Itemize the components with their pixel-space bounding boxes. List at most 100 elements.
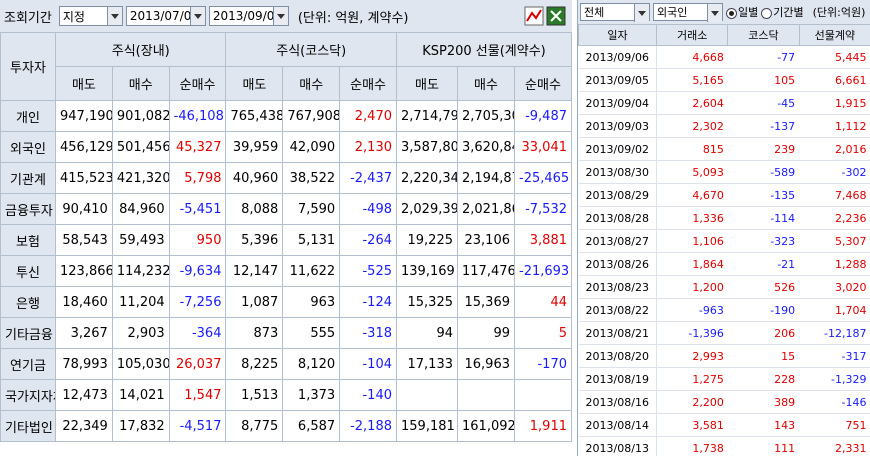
date-row: 2013/08/13 1,738 111 2,331 xyxy=(578,436,870,456)
date-row: 2013/09/04 2,604 -45 1,915 xyxy=(578,91,870,115)
investor-name: 금융투자 xyxy=(0,193,56,225)
investor-row: 외국인 456,129 501,456 45,327 39,959 42,090 2,130… xyxy=(0,131,572,163)
value-cell: 2,016 xyxy=(799,137,870,161)
value-cell: 5 xyxy=(514,317,572,349)
value-cell: 1,200 xyxy=(656,275,728,299)
date-cell: 2013/08/22 xyxy=(578,298,657,322)
value-cell: 17,832 xyxy=(111,410,170,442)
investor-row: 연기금 78,993 105,030 26,037 8,225 8,120 -104 17,1… xyxy=(0,348,572,380)
value-cell: 58,543 xyxy=(55,224,113,256)
value-cell: -364 xyxy=(168,317,227,349)
group-header: 주식(장내) xyxy=(54,32,227,67)
daily-table: 일자 거래소 코스닥 선물계약 2013/09/06 4,668 -77 5,445 2013/… xyxy=(578,24,870,456)
value-cell: 6,587 xyxy=(282,410,341,442)
value-cell: 99 xyxy=(457,317,515,349)
value-cell: -135 xyxy=(727,183,800,207)
value-cell: 5,396 xyxy=(225,224,284,256)
value-cell: -9,487 xyxy=(514,100,572,132)
value-cell: 456,129 xyxy=(55,131,113,163)
value-cell: 59,493 xyxy=(111,224,170,256)
left-panel: 조회기간 지정 2013/07/01 2013/09/06 (단위: 억원, 계… xyxy=(0,0,572,442)
period-type: 지정 xyxy=(62,9,85,24)
value-cell: 6,661 xyxy=(799,68,870,92)
date-row: 2013/09/05 5,165 105 6,661 xyxy=(578,68,870,92)
value-cell: 2,302 xyxy=(656,114,728,138)
value-cell: 239 xyxy=(727,137,800,161)
value-cell: 206 xyxy=(727,321,800,345)
value-cell: -5,451 xyxy=(168,193,227,225)
market-dropdown[interactable]: 전체 xyxy=(580,3,650,22)
value-cell: 18,460 xyxy=(55,286,113,318)
date-row: 2013/08/28 1,336 -114 2,236 xyxy=(578,206,870,230)
value-cell: 19,225 xyxy=(396,224,458,256)
value-cell: 228 xyxy=(727,367,800,391)
column-header: 매수 xyxy=(282,66,341,101)
value-cell: -140 xyxy=(339,379,397,411)
date-cell: 2013/08/14 xyxy=(578,413,657,437)
value-cell: 161,092 xyxy=(457,410,515,442)
date-cell: 2013/09/05 xyxy=(578,68,657,92)
excel-icon-mark xyxy=(550,10,562,22)
value-cell: 4,668 xyxy=(656,45,728,69)
value-cell: 105 xyxy=(727,68,800,92)
value-cell: -45 xyxy=(727,91,800,115)
date-row: 2013/08/20 2,993 15 -317 xyxy=(578,344,870,368)
column-header: 선물계약 xyxy=(798,24,870,46)
unit-label: (단위: 억원, 계약수) xyxy=(297,10,409,26)
date-row: 2013/08/26 1,864 -21 1,288 xyxy=(578,252,870,276)
toolbar-icons[interactable] xyxy=(524,5,568,27)
investor-name: 개인 xyxy=(0,100,56,132)
value-cell: -302 xyxy=(799,160,870,184)
daily-radio[interactable]: 일별 xyxy=(726,4,758,20)
date-row: 2013/08/30 5,093 -589 -302 xyxy=(578,160,870,184)
value-cell: 5,445 xyxy=(799,45,870,69)
end-date-picker[interactable]: 2013/09/06 xyxy=(208,6,289,26)
period-type-dropdown[interactable]: 지정 xyxy=(58,6,123,26)
value-cell: 78,993 xyxy=(55,348,113,380)
column-header: 매수 xyxy=(457,66,515,101)
value-cell: 44 xyxy=(514,286,572,318)
value-cell: 16,963 xyxy=(457,348,515,380)
value-cell: -525 xyxy=(339,255,397,287)
date-row: 2013/08/22 -963 -190 1,704 xyxy=(578,298,870,322)
value-cell: -21,693 xyxy=(514,255,572,287)
value-cell: 815 xyxy=(656,137,728,161)
subheader-row: 매도 매수 순매수 매도 매수 순매수 매도 매수 순매수 xyxy=(1,66,572,101)
value-cell: -114 xyxy=(727,206,800,230)
date-row: 2013/09/02 815 239 2,016 xyxy=(578,137,870,161)
value-cell xyxy=(396,379,458,411)
value-cell: 2,993 xyxy=(656,344,728,368)
value-cell: 23,106 xyxy=(457,224,515,256)
value-cell: 3,881 xyxy=(514,224,572,256)
value-cell: 12,473 xyxy=(55,379,113,411)
period-radio[interactable]: 기간별 xyxy=(761,4,804,20)
investor-dropdown[interactable]: 외국인 xyxy=(653,3,723,22)
date-cell: 2013/08/19 xyxy=(578,367,657,391)
start-date-picker[interactable]: 2013/07/01 xyxy=(125,6,206,26)
value-cell: 1,087 xyxy=(225,286,284,318)
investor-row: 은행 18,460 11,204 -7,256 1,087 963 -124 15,325 15… xyxy=(0,286,572,318)
value-cell: 2,200 xyxy=(656,390,728,414)
value-cell: 3,020 xyxy=(799,275,870,299)
value-cell: 1,704 xyxy=(799,298,870,322)
value-cell: 2,130 xyxy=(339,131,397,163)
value-cell: 947,190 xyxy=(55,100,113,132)
value-cell: 8,088 xyxy=(225,193,284,225)
value-cell: -1,329 xyxy=(799,367,870,391)
value-cell: 14,021 xyxy=(111,379,170,411)
value-cell: 38,522 xyxy=(282,162,341,194)
value-cell: 1,864 xyxy=(656,252,728,276)
value-cell: 767,908 xyxy=(282,100,341,132)
value-cell: 963 xyxy=(282,286,341,318)
value-cell: 1,288 xyxy=(799,252,870,276)
value-cell: 873 xyxy=(225,317,284,349)
investor-name: 투신 xyxy=(0,255,56,287)
value-cell: 1,911 xyxy=(514,410,572,442)
value-cell: 12,147 xyxy=(225,255,284,287)
value-cell: -170 xyxy=(514,348,572,380)
value-cell: 111 xyxy=(727,436,800,456)
value-cell: -318 xyxy=(339,317,397,349)
market: 전체 xyxy=(584,6,605,19)
value-cell: 555 xyxy=(282,317,341,349)
